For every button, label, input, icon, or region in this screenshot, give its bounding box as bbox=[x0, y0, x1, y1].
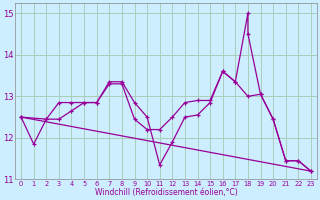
X-axis label: Windchill (Refroidissement éolien,°C): Windchill (Refroidissement éolien,°C) bbox=[95, 188, 237, 197]
